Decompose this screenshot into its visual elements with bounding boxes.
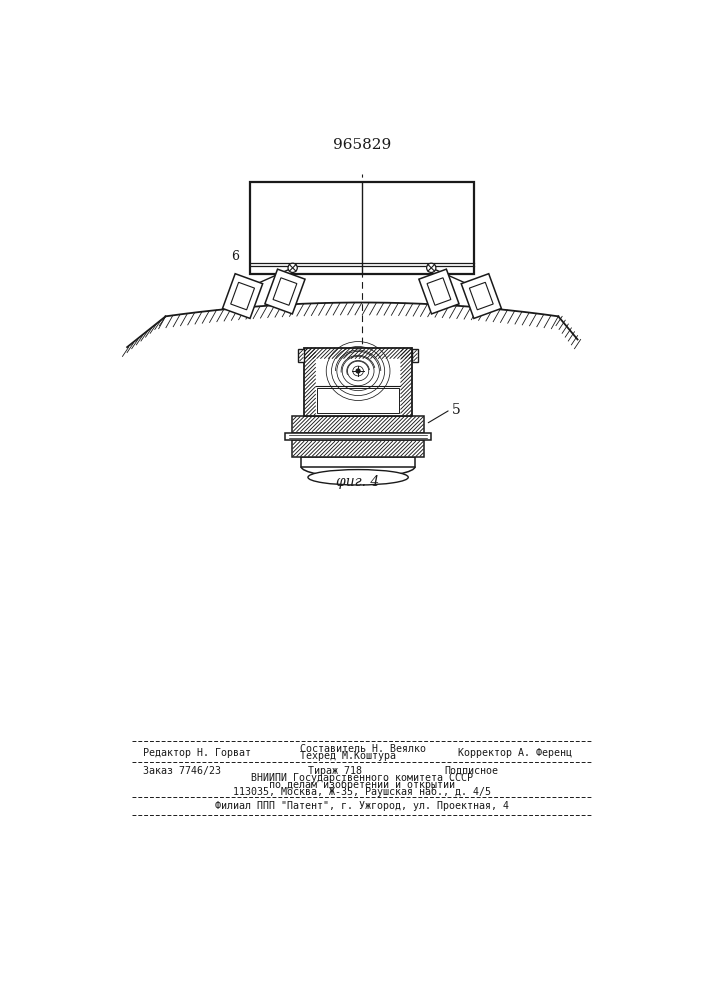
Text: Техред М.Коштура: Техред М.Коштура: [300, 751, 396, 761]
Text: Редактор Н. Горват: Редактор Н. Горват: [143, 748, 250, 758]
Text: по делам изобретений и открытий: по делам изобретений и открытий: [269, 780, 455, 790]
Bar: [317, 388, 399, 413]
Circle shape: [356, 369, 360, 373]
Polygon shape: [469, 282, 493, 310]
Ellipse shape: [308, 470, 408, 485]
Text: Тираж 718: Тираж 718: [308, 766, 362, 776]
Text: Корректор А. Ференц: Корректор А. Ференц: [458, 748, 572, 758]
Text: 965829: 965829: [333, 138, 391, 152]
Polygon shape: [419, 269, 459, 314]
Circle shape: [426, 263, 436, 272]
Polygon shape: [461, 274, 501, 318]
Polygon shape: [223, 274, 263, 318]
Text: φиг. 4: φиг. 4: [337, 475, 380, 489]
Text: Заказ 7746/23: Заказ 7746/23: [143, 766, 221, 776]
Bar: [412, 349, 418, 362]
Text: Филиал ППП "Патент", г. Ужгород, ул. Проектная, 4: Филиал ППП "Патент", г. Ужгород, ул. Про…: [215, 801, 509, 811]
Bar: [304, 348, 412, 416]
Text: 5: 5: [452, 403, 461, 417]
Text: A - A: A - A: [341, 384, 375, 398]
Text: Подписное: Подписное: [444, 766, 498, 776]
Text: Составитель Н. Веялко: Составитель Н. Веялко: [300, 744, 426, 754]
Text: 113035, Москва, Ж-35, Раушская наб., д. 4/5: 113035, Москва, Ж-35, Раушская наб., д. …: [233, 787, 491, 797]
Polygon shape: [427, 278, 451, 305]
Bar: [285, 433, 431, 440]
Text: φиг. 3: φиг. 3: [344, 361, 387, 375]
Circle shape: [288, 263, 297, 272]
Text: ВНИИПИ Государственного комитета СССР: ВНИИПИ Государственного комитета СССР: [251, 773, 473, 783]
Bar: [292, 440, 424, 457]
Polygon shape: [265, 269, 305, 314]
Bar: [250, 182, 474, 274]
Bar: [292, 416, 424, 433]
Bar: [301, 457, 415, 466]
Polygon shape: [273, 278, 297, 305]
Bar: [316, 359, 400, 413]
Bar: [298, 349, 304, 362]
Polygon shape: [230, 282, 255, 310]
Text: 6: 6: [230, 250, 239, 263]
